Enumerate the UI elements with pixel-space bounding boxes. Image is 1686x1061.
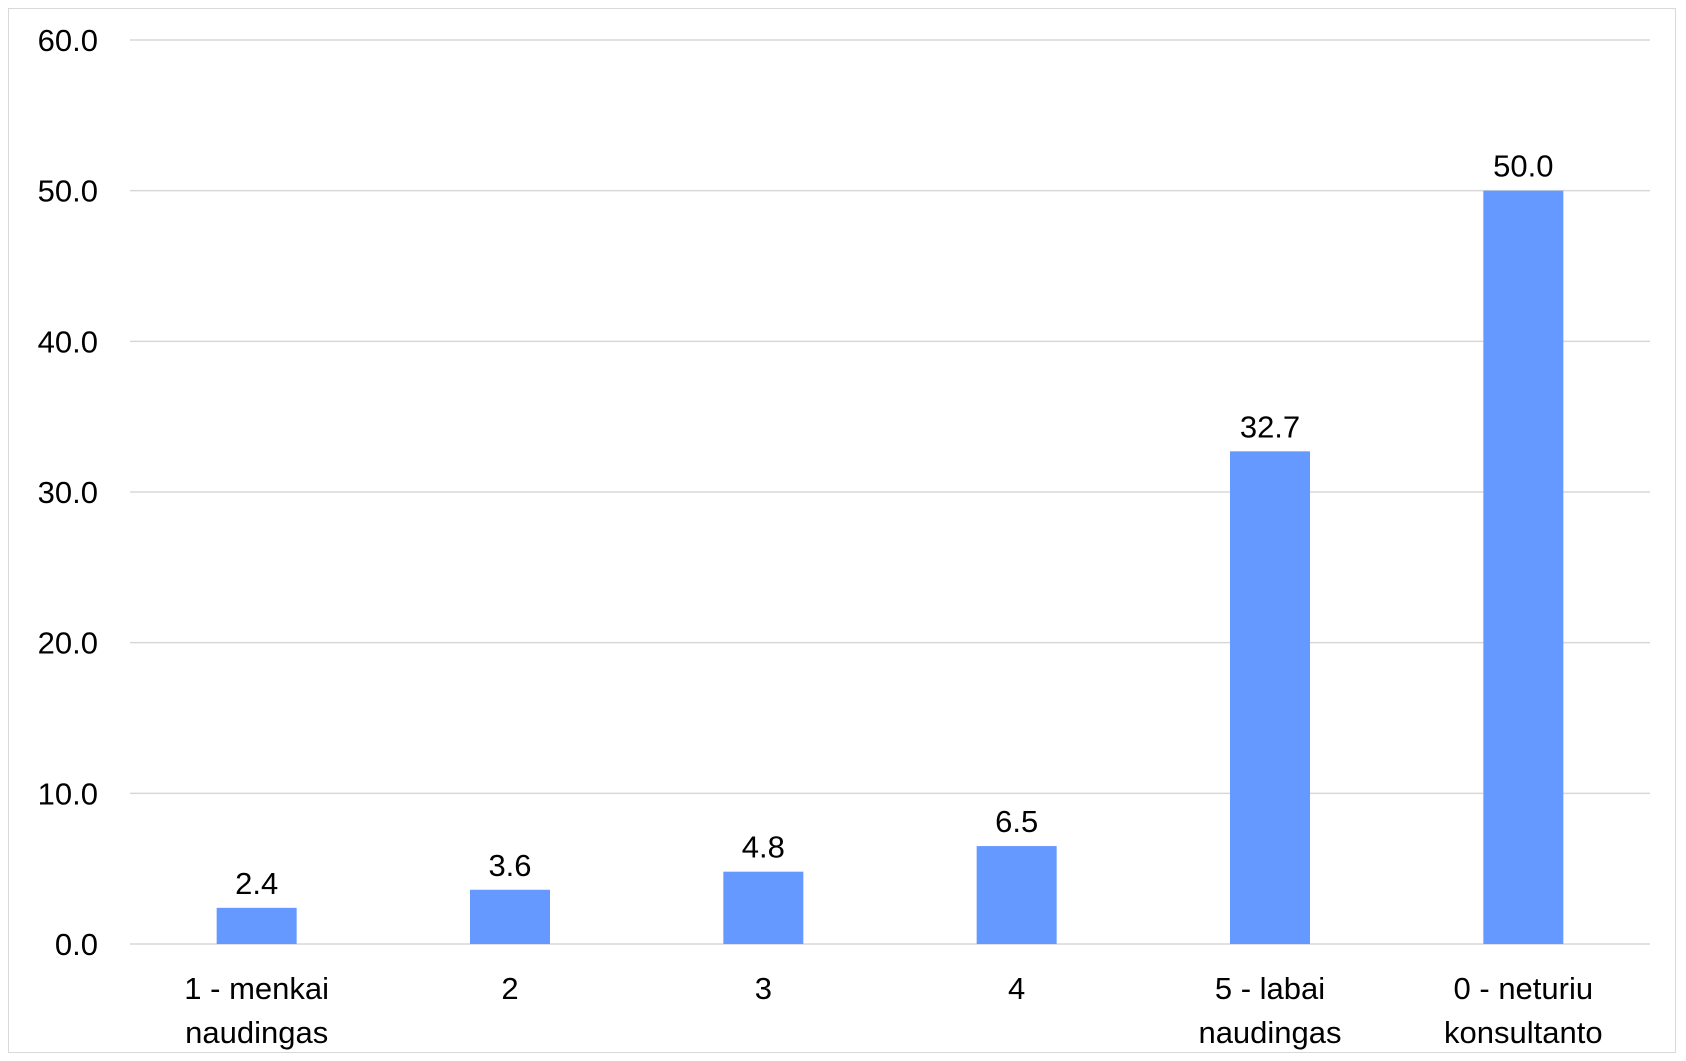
chart-frame: [8, 8, 1676, 1053]
x-category-label-line: naudingas: [1198, 1015, 1341, 1050]
x-category-label: 4: [1008, 971, 1025, 1006]
data-label: 4.8: [742, 830, 785, 865]
bar: [1483, 190, 1564, 944]
y-tick-label: 30.0: [38, 475, 98, 510]
x-category-label: 2: [501, 971, 518, 1006]
x-category-label-line: naudingas: [185, 1015, 328, 1050]
y-tick-label: 60.0: [38, 23, 98, 58]
bar: [470, 889, 550, 944]
x-category-label: 5 - labai naudingas: [1198, 971, 1341, 1050]
bar: [216, 907, 297, 944]
data-label: 2.4: [235, 866, 278, 901]
x-category-label-line: 2: [501, 971, 518, 1006]
x-category-label-line: 3: [755, 971, 772, 1006]
x-category-label: 0 - neturiu konsultanto: [1444, 971, 1603, 1050]
data-label: 6.5: [995, 804, 1038, 839]
data-label: 32.7: [1240, 409, 1300, 444]
y-tick-label: 50.0: [38, 174, 98, 209]
bar: [976, 846, 1057, 944]
y-tick-label: 10.0: [38, 776, 98, 811]
data-label: 3.6: [488, 848, 531, 883]
data-label: 50.0: [1493, 149, 1553, 184]
x-category-label-line: 1 - menkai: [184, 971, 329, 1006]
x-category-label: 3: [755, 971, 772, 1006]
x-category-label-line: konsultanto: [1444, 1015, 1603, 1050]
x-category-label: 1 - menkai naudingas: [184, 971, 329, 1050]
y-tick-label: 40.0: [38, 324, 98, 359]
x-category-label-line: 5 - labai: [1215, 971, 1325, 1006]
bar: [723, 871, 804, 944]
y-tick-label: 0.0: [55, 927, 98, 962]
y-tick-label: 20.0: [38, 626, 98, 661]
bar: [1230, 451, 1310, 944]
x-category-label-line: 0 - neturiu: [1454, 971, 1594, 1006]
x-category-label-line: 4: [1008, 971, 1025, 1006]
